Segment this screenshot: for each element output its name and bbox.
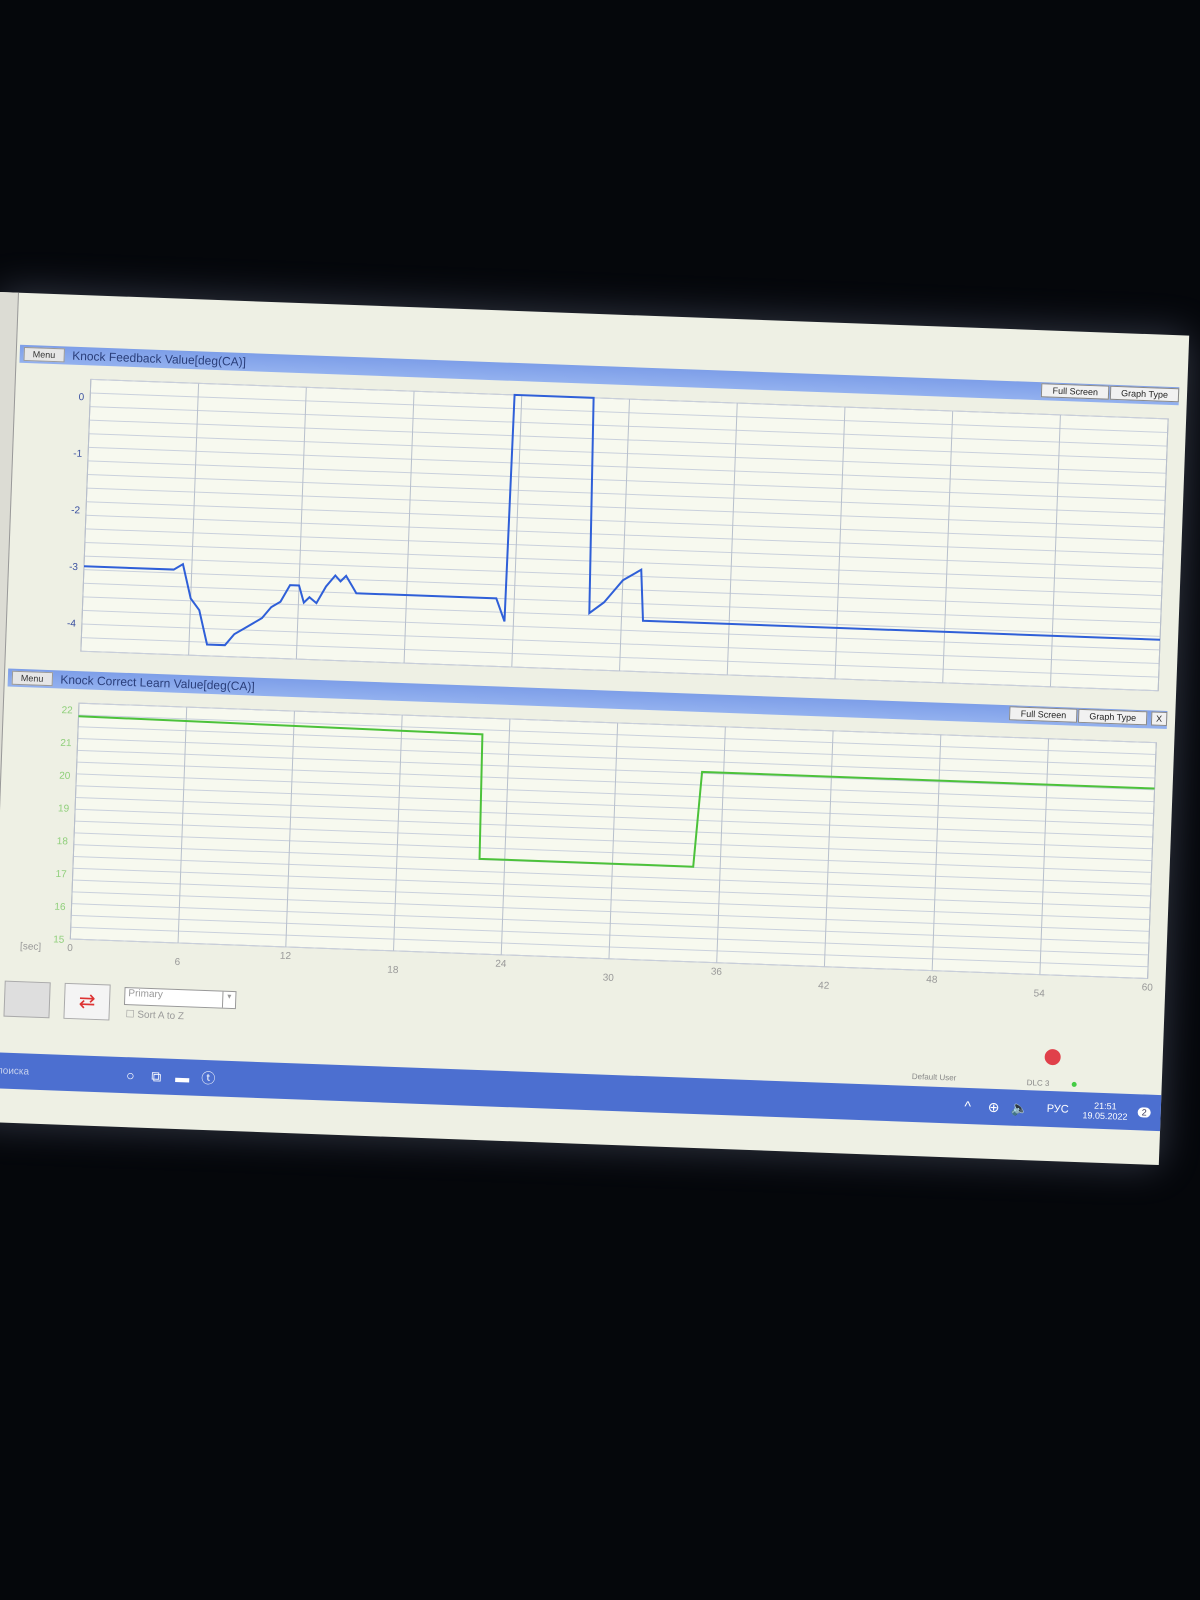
x-tick-label: 36: [711, 967, 723, 978]
language-indicator[interactable]: РУС: [1046, 1102, 1069, 1116]
grid-line: [500, 718, 511, 955]
knock-feedback-chart: 0 -1 -2 -3 -4: [67, 378, 1169, 692]
x-axis-unit: [sec]: [20, 941, 42, 953]
grid-line: [834, 407, 846, 679]
x-tick-label: 18: [387, 965, 399, 976]
grid-line: [285, 711, 295, 947]
graph-type-button[interactable]: Graph Type: [1109, 385, 1180, 403]
grid-line: [1147, 742, 1157, 979]
file-explorer-icon[interactable]: ▬: [175, 1068, 190, 1086]
grid-line: [393, 715, 403, 951]
x-tick-label: 0: [67, 943, 73, 954]
grid-line: [823, 730, 834, 967]
grid-line: [403, 391, 415, 664]
grid-line: [716, 726, 726, 963]
y-tick-label: 20: [59, 771, 71, 782]
x-tick-label: 42: [818, 980, 830, 991]
y-tick-label: -4: [67, 618, 77, 629]
record-button[interactable]: [1044, 1048, 1061, 1066]
grid-line: [188, 383, 200, 656]
y-tick-label: -2: [71, 505, 81, 516]
techstream-icon[interactable]: ⓣ: [201, 1069, 216, 1087]
chart-panel-knock-learn: Menu Knock Correct Learn Value[deg(CA)] …: [0, 668, 1168, 1019]
full-screen-button[interactable]: Full Screen: [1009, 706, 1078, 723]
sort-checkbox-label: Sort A to Z: [137, 1009, 185, 1023]
x-tick-label: 54: [1033, 988, 1045, 999]
clock-date: 19.05.2022: [1082, 1110, 1128, 1122]
chevron-up-icon[interactable]: ^: [964, 1097, 972, 1115]
clock[interactable]: 21:51 19.05.2022: [1082, 1100, 1128, 1122]
y-tick-label: 17: [55, 869, 67, 880]
grid-line: [295, 387, 307, 660]
swap-arrows-icon: ⇄: [78, 990, 96, 1013]
y-tick-label: 16: [54, 902, 66, 913]
sort-checkbox[interactable]: ☐ Sort A to Z: [125, 1009, 185, 1023]
x-tick-label: 48: [926, 974, 938, 985]
grid-line: [608, 722, 619, 959]
chart-panel-knock-feedback: Menu Knock Feedback Value[deg(CA)] Full …: [8, 344, 1180, 705]
y-tick-label: 22: [61, 705, 73, 716]
x-tick-label: 24: [495, 959, 507, 970]
snapshot-button[interactable]: [3, 980, 51, 1019]
grid-line: [511, 395, 523, 668]
y-tick-label: 15: [53, 934, 65, 945]
y-tick-label: 18: [57, 836, 69, 847]
series-line: [83, 393, 1161, 647]
y-tick-label: 0: [78, 392, 84, 403]
y-tick-label: 21: [60, 738, 72, 749]
grid-line: [1039, 738, 1050, 975]
sort-select[interactable]: Primary ▾: [123, 987, 237, 1010]
close-button[interactable]: X: [1150, 711, 1168, 727]
y-tick-label: -3: [69, 562, 79, 573]
task-view-icon[interactable]: ⧉: [151, 1067, 162, 1084]
network-icon[interactable]: ⊕: [987, 1098, 1000, 1115]
y-tick-label: 19: [58, 803, 70, 814]
x-tick-label: 6: [174, 957, 180, 968]
notification-icon[interactable]: 2: [1137, 1107, 1151, 1118]
volume-icon[interactable]: 🔈: [1010, 1099, 1029, 1116]
x-tick-label: 12: [280, 951, 292, 962]
menu-button[interactable]: Menu: [23, 346, 65, 363]
series-line: [78, 715, 1155, 868]
y-tick-label: -1: [73, 448, 83, 459]
chevron-down-icon: ▾: [221, 991, 236, 1009]
graph-type-button[interactable]: Graph Type: [1078, 708, 1148, 726]
grid-line: [942, 410, 954, 683]
screen: Menu Knock Feedback Value[deg(CA)] Full …: [0, 292, 1190, 1166]
x-tick-label: 60: [1142, 982, 1154, 993]
grid-line: [80, 379, 92, 652]
connection-label: DLC 3: [1026, 1078, 1050, 1088]
x-tick-label: 30: [603, 973, 615, 984]
taskbar-search[interactable]: для поиска: [0, 1064, 30, 1078]
grid-line: [1157, 418, 1169, 691]
grid-line: [90, 378, 1169, 420]
grid-line: [1049, 414, 1061, 687]
sort-select-value: Primary: [128, 988, 164, 1001]
swap-graphs-button[interactable]: ⇄: [63, 982, 111, 1021]
connection-status-icon: [1071, 1081, 1077, 1087]
grid-line: [177, 707, 188, 943]
grid-line: [726, 403, 738, 675]
user-label: Default User: [911, 1071, 957, 1083]
full-screen-button[interactable]: Full Screen: [1041, 383, 1110, 400]
grid-line: [69, 703, 80, 940]
grid-line: [619, 399, 630, 671]
grid-line: [931, 734, 942, 971]
menu-button[interactable]: Menu: [11, 670, 53, 687]
knock-learn-chart: 0 6 12 18 24 30 36 42 48 54 60 22 21 20 19 18 17 16 15 [sec…: [20, 702, 1157, 1000]
cortana-icon[interactable]: ○: [125, 1067, 135, 1084]
